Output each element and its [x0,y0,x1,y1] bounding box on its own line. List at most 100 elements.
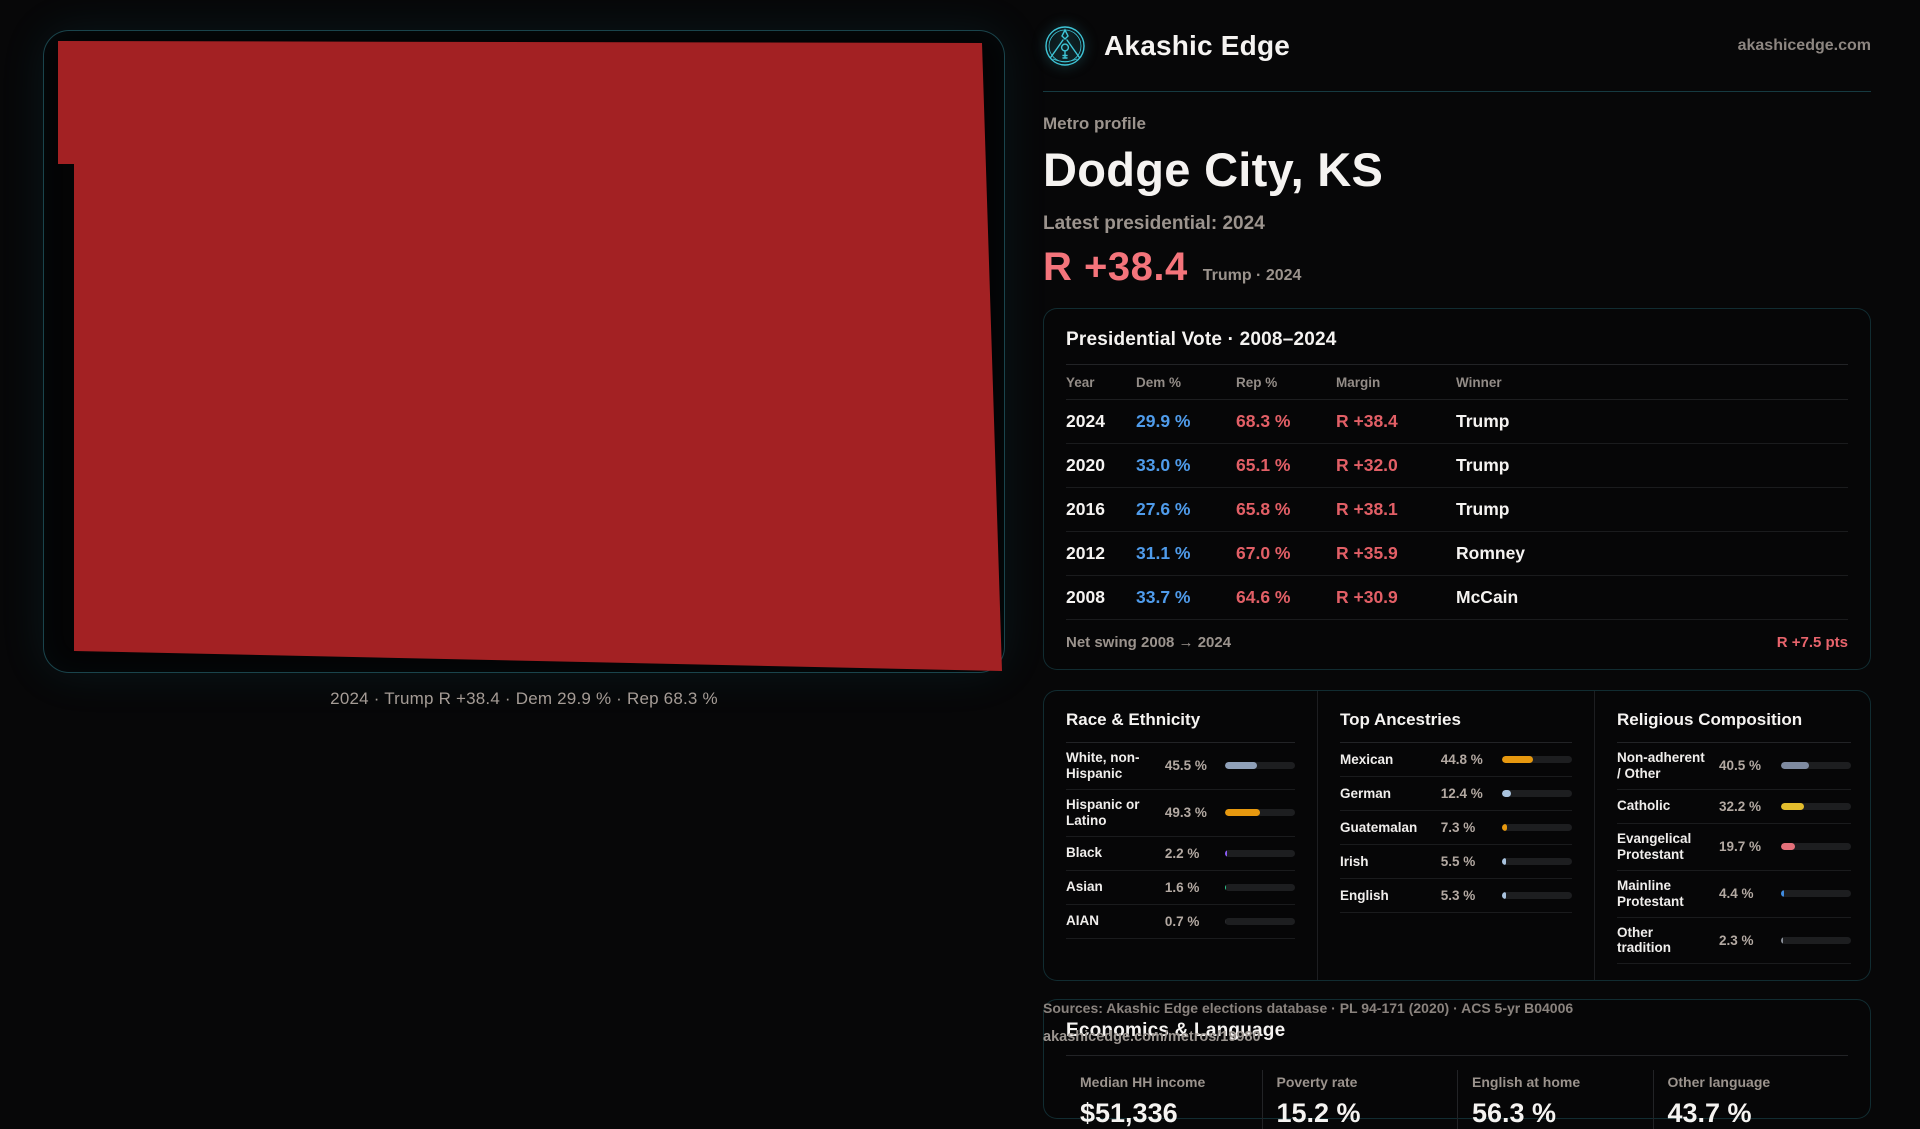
table-row: 2024 29.9 % 68.3 % R +38.4 Trump [1066,400,1848,444]
stat-bar [1781,890,1851,898]
stat-label: Poverty rate [1276,1074,1358,1091]
cell-margin: R +30.9 [1336,587,1398,607]
list-item: Non-adherent / Other 40.5 % [1617,743,1851,790]
list-item: AIAN 0.7 % [1066,905,1295,939]
stat-bar [1225,883,1295,891]
cell-margin: R +38.4 [1336,411,1398,431]
cell-margin: R +38.1 [1336,499,1398,519]
cell-year: 2012 [1066,543,1105,563]
stat-bar [1225,917,1295,925]
ancestry-panel-title: Top Ancestries [1340,710,1572,743]
economics-card: Economics & Language Median HH income $5… [1043,999,1871,1129]
stat-label: Guatemalan [1340,819,1418,835]
cell-rep: 67.0 % [1236,543,1291,563]
map-caption: 2024 · Trump R +38.4 · Dem 29.9 % · Rep … [330,689,718,708]
cell-dem: 27.6 % [1136,499,1191,519]
stat-bar [1781,762,1851,770]
stat-value: 5.5 % [1440,854,1476,869]
stat-bar [1225,762,1295,770]
ancestry-panel: Top Ancestries Mexican 44.8 % German 12.… [1317,691,1594,981]
cell-year: 2020 [1066,455,1105,475]
stat-value: 45.5 % [1164,758,1207,774]
economics-title: Economics & Language [1066,1020,1848,1057]
stat-value: 19.7 % [1719,839,1762,855]
list-item: Irish 5.5 % [1340,845,1572,879]
religion-panel-title: Religious Composition [1617,710,1851,743]
stat-bar-fill [1502,892,1506,899]
stat-bar-fill [1225,917,1226,925]
cell-margin: R +35.9 [1336,543,1398,563]
stat-value: 2.2 % [1164,845,1200,861]
stat-label: Median HH income [1080,1074,1206,1091]
stat-value: 2.3 % [1719,932,1754,948]
demographics-card: Race & Ethnicity White, non-Hispanic 45.… [1043,690,1871,982]
stat-bar [1781,936,1851,944]
headline-margin-detail: Trump · 2024 [1202,267,1302,284]
stat-label: Irish [1340,853,1369,869]
cell-rep: 64.6 % [1236,587,1291,607]
profile-kicker: Metro profile [1043,114,1146,133]
vote-table-header: Year Dem % Rep % Margin Winner [1066,365,1848,400]
list-item: White, non-Hispanic 45.5 % [1066,743,1295,790]
table-row: 2012 31.1 % 67.0 % R +35.9 Romney [1066,532,1848,576]
list-item: German 12.4 % [1340,777,1572,811]
stat-bar [1502,790,1572,797]
stat-label: German [1340,785,1392,801]
stat-value: 32.2 % [1719,798,1762,814]
cell-dem: 33.0 % [1136,455,1191,475]
stat-value: 15.2 % [1276,1098,1361,1129]
cell-rep: 65.1 % [1236,455,1291,475]
vote-table-card: Presidential Vote · 2008–2024 Year Dem %… [1043,308,1871,670]
stat-value: 5.3 % [1440,888,1476,903]
stat-bar-fill [1781,802,1804,810]
stat-label: Hispanic or Latino [1066,796,1140,828]
stat-bar-fill [1502,858,1506,865]
stat-bar [1502,756,1572,763]
stat-value: $51,336 [1080,1098,1178,1129]
cell-year: 2008 [1066,587,1105,607]
stat-bar-fill [1502,756,1534,763]
stat-bar-fill [1502,790,1511,797]
list-item: Guatemalan 7.3 % [1340,811,1572,845]
net-swing-row: Net swing 2008 → 2024 R +7.5 pts [1066,620,1848,653]
stat-label: Other language [1667,1074,1771,1091]
stat-bar-fill [1225,883,1227,891]
page-title: Dodge City, KS [1043,143,1384,196]
cell-winner: Trump [1456,455,1510,475]
col-winner: Winner [1456,375,1502,390]
header: Akashic Edge akashicedge.com [1043,0,1871,92]
stat-value: 7.3 % [1440,820,1476,835]
stat-bar-fill [1502,824,1508,831]
county-shape [58,41,1002,671]
cell-rep: 68.3 % [1236,411,1291,431]
col-rep: Rep % [1236,375,1278,390]
table-row: 2020 33.0 % 65.1 % R +32.0 Trump [1066,444,1848,488]
cell-winner: Romney [1456,543,1526,563]
stat-label: Catholic [1617,798,1671,814]
brand-domain-link[interactable]: akashicedge.com [1737,36,1871,54]
stat-label: Mexican [1340,751,1394,767]
headline-margin-value: R +38.4 [1043,245,1188,289]
stat-bar [1502,892,1572,899]
stat-bar-fill [1781,936,1783,944]
stat-value: 1.6 % [1164,879,1200,895]
stat-value: 56.3 % [1472,1098,1557,1129]
stat-label: Evangelical Protestant [1617,830,1692,862]
cell-year: 2024 [1066,411,1105,431]
cell-winner: Trump [1456,499,1510,519]
table-row: 2008 33.7 % 64.6 % R +30.9 McCain [1066,576,1848,620]
list-item: Mainline Protestant 4.4 % [1617,871,1851,918]
stat-value: 12.4 % [1440,786,1483,801]
net-swing-label: Net swing 2008 → 2024 [1066,634,1232,651]
stat-value: 0.7 % [1164,913,1200,929]
stat-label: Black [1066,845,1103,861]
brand-name: Akashic Edge [1104,29,1291,61]
stat-label: AIAN [1066,913,1099,929]
stat-bar-fill [1781,890,1785,898]
vote-table-title: Presidential Vote · 2008–2024 [1066,329,1848,365]
cell-year: 2016 [1066,499,1105,519]
cell-winner: Trump [1456,411,1510,431]
stat-label: White, non-Hispanic [1066,750,1140,781]
list-item: Other tradition 2.3 % [1617,918,1851,965]
stat-value: 43.7 % [1667,1098,1752,1129]
